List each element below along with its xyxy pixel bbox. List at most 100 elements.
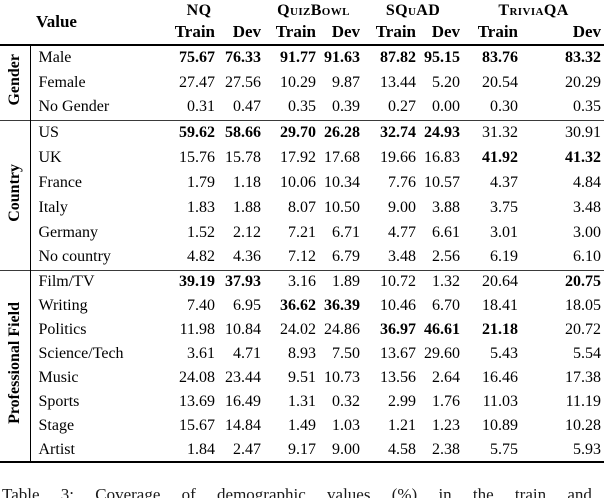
table-cell: 8.07	[288, 198, 317, 216]
table-row: Italy 1.83 1.88 8.07 10.50 9.00 3.88 3.75 3.48	[0, 195, 604, 220]
table-cell: 10.89	[482, 417, 519, 434]
table-cell: 27.56	[225, 73, 262, 91]
table-cell: 7.40	[187, 297, 216, 314]
table-cell: 36.62	[280, 297, 317, 314]
table-cell: 75.67	[179, 49, 216, 66]
table-row: UK 15.76 15.78 17.92 17.68 19.66 16.83 41.92 41.…	[0, 145, 604, 170]
column-header-train: Train	[174, 22, 216, 41]
table-cell: 3.00	[573, 223, 602, 241]
column-header-dev: Dev	[232, 22, 262, 41]
table-cell: 4.82	[187, 248, 216, 266]
table-cell: 11.19	[565, 393, 602, 410]
column-header-dataset-squad: SQuAD	[385, 2, 441, 19]
table-cell: 5.54	[573, 345, 602, 362]
table-cell: 18.05	[565, 297, 602, 314]
table-row: Country US 59.62 58.66 29.70 26.28 32.74 24.93 3…	[0, 120, 604, 270]
table-cell: 24.08	[179, 369, 216, 386]
column-header-dev: Dev	[431, 22, 461, 41]
group-country: Country US 59.62 58.66 29.70 26.28 32.74 24.93 3…	[0, 120, 604, 270]
table-row: France 1.79 1.18 10.06 10.34 7.76 10.57 4.37 4.8…	[0, 170, 604, 195]
table-cell: 4.77	[388, 223, 417, 241]
column-header-train: Train	[275, 22, 317, 41]
row-label: France	[38, 173, 83, 191]
row-group-label: Gender	[5, 54, 23, 107]
row-label: Female	[38, 73, 86, 91]
row-label: Politics	[38, 321, 87, 338]
table-cell: 1.49	[288, 417, 317, 434]
table-cell: 0.35	[573, 98, 602, 116]
table-cell: 37.93	[225, 273, 262, 291]
table-row: Science/Tech 3.61 4.71 8.93 7.50 13.67 29.60 5.…	[0, 342, 604, 366]
table-cell: 2.64	[432, 369, 461, 386]
table-cell: 13.69	[179, 393, 216, 410]
table-cell: 0.47	[233, 98, 262, 116]
table-cell: 0.39	[332, 98, 361, 116]
table-cell: 13.56	[380, 369, 417, 386]
table-caption: Table 3: Coverage of demographic values …	[2, 485, 604, 498]
table-cell: 20.75	[565, 273, 602, 291]
table-cell: 20.54	[482, 73, 519, 91]
table-cell: 17.38	[565, 369, 602, 386]
table-cell: 0.00	[432, 98, 461, 116]
column-header-dev: Dev	[572, 22, 602, 41]
table-cell: 1.76	[432, 393, 461, 410]
table-cell: 26.28	[324, 123, 361, 141]
table-cell: 36.39	[324, 297, 361, 314]
table-cell: 10.57	[424, 173, 461, 191]
column-header-value: Value	[36, 12, 77, 31]
table-cell: 16.83	[424, 148, 461, 166]
table-cell: 1.83	[187, 198, 216, 216]
row-label: Stage	[38, 417, 75, 434]
table-cell: 4.71	[233, 345, 262, 362]
table-cell: 1.23	[432, 417, 461, 434]
table-cell: 11.98	[179, 321, 216, 338]
table-cell: 10.28	[565, 417, 602, 434]
table-cell: 10.34	[324, 173, 361, 191]
table-cell: 58.66	[225, 123, 262, 141]
group-professional-field: Professional Field Film/TV 39.19 37.93 3.16 1…	[0, 270, 604, 462]
table-cell: 0.31	[187, 98, 216, 116]
table-cell: 29.60	[424, 345, 461, 362]
table-cell: 5.75	[490, 440, 519, 458]
table-cell: 1.52	[187, 223, 216, 241]
table-cell: 23.44	[225, 369, 262, 386]
table-cell: 15.67	[179, 417, 216, 434]
table-cell: 2.12	[233, 223, 262, 241]
table-cell: 16.46	[482, 369, 519, 386]
table-cell: 19.66	[380, 148, 417, 166]
table-cell: 10.73	[324, 369, 361, 386]
table-cell: 8.93	[288, 345, 317, 362]
table-cell: 6.70	[432, 297, 461, 314]
table-cell: 6.19	[490, 248, 519, 266]
table-cell: 2.47	[233, 440, 262, 458]
table-cell: 4.37	[490, 173, 519, 191]
table-cell: 3.75	[490, 198, 519, 216]
table-row: Writing 7.40 6.95 36.62 36.39 10.46 6.70 18.41 1…	[0, 294, 604, 318]
table-cell: 29.70	[280, 123, 317, 141]
table-cell: 6.79	[332, 248, 361, 266]
row-group-label-cell: Country	[0, 120, 31, 270]
table-cell: 41.92	[482, 148, 519, 166]
table-cell: 1.84	[187, 440, 216, 458]
table-cell: 4.84	[573, 173, 602, 191]
row-group-label: Country	[5, 163, 23, 222]
table-cell: 3.48	[388, 248, 417, 266]
table-cell: 9.00	[388, 198, 417, 216]
table-cell: 11.03	[482, 393, 519, 410]
table-cell: 17.92	[280, 148, 317, 166]
table-row: Music 24.08 23.44 9.51 10.73 13.56 2.64 16.46 17…	[0, 366, 604, 390]
table-cell: 17.68	[324, 148, 361, 166]
table-cell: 31.32	[482, 123, 519, 141]
table-cell: 9.51	[288, 369, 317, 386]
table-cell: 13.67	[380, 345, 417, 362]
table-cell: 10.06	[280, 173, 317, 191]
table-cell: 3.48	[573, 198, 602, 216]
table-cell: 9.87	[332, 73, 361, 91]
row-label: US	[38, 123, 59, 141]
column-header-dataset-quizbowl: QuizBowl	[277, 2, 350, 19]
table-cell: 10.46	[380, 297, 417, 314]
table-cell: 10.84	[225, 321, 262, 338]
table-cell: 15.76	[179, 148, 216, 166]
row-label: Germany	[38, 223, 99, 241]
